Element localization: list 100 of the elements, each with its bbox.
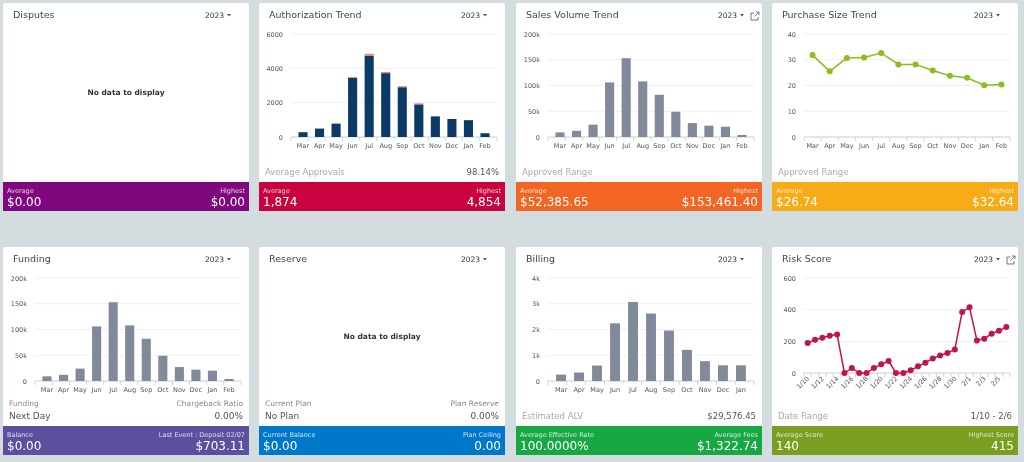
- point: [912, 61, 919, 68]
- point: [811, 336, 818, 343]
- chart-title: Purchase Size Trend: [781, 9, 877, 20]
- text: 0.00: [474, 439, 502, 453]
- point: [995, 327, 1002, 334]
- bar: [125, 325, 135, 381]
- text: No Plan: [265, 411, 300, 421]
- point: [819, 334, 826, 341]
- text: $703.11: [195, 439, 245, 453]
- bar: [609, 323, 620, 381]
- bar: [381, 73, 391, 137]
- bar: [737, 134, 747, 137]
- text: Approved Range: [521, 167, 593, 177]
- point: [963, 74, 970, 81]
- chart-title: Authorization Trend: [269, 9, 362, 20]
- text: 415: [990, 439, 1014, 453]
- bar: [158, 355, 168, 381]
- bar: [348, 77, 358, 137]
- point: [998, 81, 1005, 88]
- bar: [720, 126, 730, 137]
- text: $0.00: [7, 439, 42, 453]
- bar: [480, 133, 490, 137]
- bar: [464, 120, 474, 137]
- bar: [591, 365, 602, 381]
- text: Disputes: [13, 9, 55, 20]
- point: [856, 370, 863, 376]
- bar: [58, 374, 69, 381]
- text: 1,874: [263, 195, 298, 209]
- point: [804, 340, 811, 347]
- point: [981, 82, 988, 89]
- point: [959, 308, 966, 315]
- bar: [108, 302, 118, 381]
- bar: [191, 369, 201, 381]
- point: [937, 352, 943, 359]
- bar: [364, 55, 375, 137]
- bar: [42, 376, 52, 381]
- bar: [573, 372, 584, 381]
- point: [966, 304, 973, 311]
- bar: [663, 330, 674, 381]
- text: $29,576.45: [706, 411, 756, 421]
- chart-title: Risk Score: [781, 253, 832, 264]
- text: $153,461.40: [681, 195, 758, 209]
- text: Approved Range: [777, 167, 849, 177]
- bar: [298, 132, 308, 137]
- point: [944, 350, 951, 357]
- bar: [224, 378, 234, 381]
- chart-title: Funding: [13, 253, 51, 264]
- bar: [703, 125, 714, 137]
- bar: [331, 123, 341, 137]
- point: [826, 332, 833, 339]
- point: [809, 52, 816, 59]
- bar: [315, 128, 325, 137]
- point: [834, 331, 840, 338]
- text: 0.00%: [470, 411, 500, 421]
- bar: [92, 326, 102, 381]
- bar: [571, 130, 581, 137]
- bar: [604, 82, 614, 137]
- bar: [555, 132, 565, 137]
- text: 4,854: [466, 195, 502, 209]
- bar: [670, 111, 680, 137]
- bar: [174, 367, 184, 381]
- point: [951, 346, 958, 353]
- point: [860, 54, 867, 61]
- text: $1,322.74: [696, 439, 758, 453]
- bar: [627, 301, 638, 381]
- point: [914, 363, 921, 370]
- point: [900, 370, 907, 376]
- bar: [717, 365, 728, 381]
- point: [870, 365, 877, 372]
- point: [929, 67, 936, 74]
- point: [1003, 324, 1010, 331]
- text: Reserve: [269, 253, 308, 264]
- text: $0.00: [210, 195, 245, 209]
- text: Estimated ALV: [521, 411, 583, 421]
- bar: [699, 361, 710, 381]
- text: $32.64: [971, 195, 1014, 209]
- point: [892, 370, 899, 376]
- text: 98.14%: [466, 167, 500, 177]
- point: [973, 337, 980, 344]
- bar: [141, 338, 151, 381]
- bar: [588, 124, 598, 137]
- text: Average Approvals: [265, 167, 346, 177]
- bar: [621, 58, 631, 137]
- bar: [207, 370, 218, 381]
- point: [878, 361, 885, 368]
- point: [863, 370, 870, 376]
- point: [929, 355, 936, 362]
- point: [895, 61, 902, 68]
- chart-title: Sales Volume Trend: [525, 9, 619, 20]
- bar: [681, 349, 692, 381]
- text: 100.0000%: [519, 439, 589, 453]
- text: Next Day: [9, 411, 52, 421]
- bar: [447, 118, 457, 137]
- bar: [414, 104, 424, 137]
- bar: [431, 116, 441, 137]
- bar: [75, 368, 85, 381]
- point: [922, 359, 929, 366]
- text: Date Range: [777, 411, 828, 421]
- point: [878, 50, 885, 57]
- point: [848, 365, 855, 372]
